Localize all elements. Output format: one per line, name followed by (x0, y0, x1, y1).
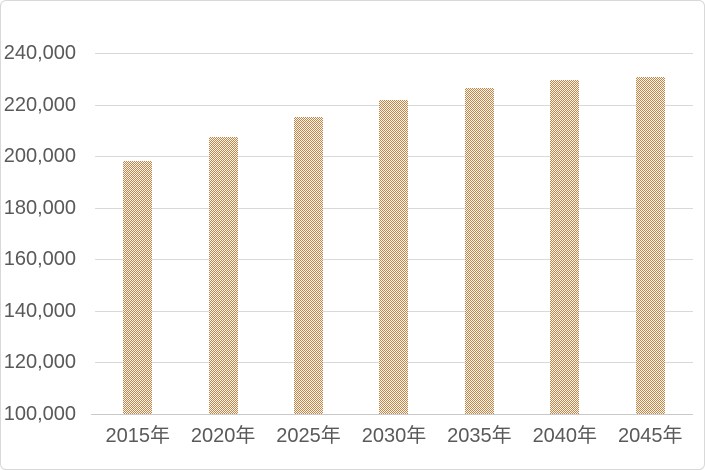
x-axis-line (91, 414, 693, 415)
y-tick-label: 160,000 (3, 248, 76, 270)
y-tick-label: 220,000 (3, 94, 76, 116)
y-tick-label: 100,000 (3, 403, 76, 425)
bar-slot (266, 53, 351, 414)
y-tick-label: 200,000 (3, 145, 76, 167)
y-tick-label: 240,000 (3, 42, 76, 64)
x-axis-labels: 2015年 2020年 2025年 2030年 2035年 2040年 2045年 (95, 421, 693, 451)
y-tick-label: 120,000 (3, 351, 76, 373)
bar-slot (351, 53, 436, 414)
bar (464, 88, 494, 414)
plot-area (91, 53, 693, 415)
x-tick-label: 2015年 (105, 425, 170, 447)
x-tick-label: 2035年 (447, 425, 512, 447)
bar-slot (180, 53, 265, 414)
y-tick-label: 180,000 (3, 197, 76, 219)
bar-slot (522, 53, 607, 414)
y-tick-label: 140,000 (3, 300, 76, 322)
gridline (95, 53, 693, 54)
y-axis-labels: 240,000 220,000 200,000 180,000 160,000 140,0… (1, 1, 76, 469)
bar (635, 76, 665, 414)
bar-slot (437, 53, 522, 414)
x-tick-label: 2020年 (190, 425, 256, 447)
bar (550, 80, 580, 414)
bar-series (95, 53, 693, 414)
bar (123, 161, 153, 414)
bar-slot (95, 53, 180, 414)
bar-slot (608, 53, 693, 414)
x-tick-label: 2030年 (361, 425, 427, 447)
x-tick-label: 2025年 (276, 425, 341, 447)
x-tick-label: 2045年 (617, 425, 683, 447)
bar (379, 100, 409, 414)
x-tick-label: 2040年 (532, 425, 598, 447)
bar (294, 117, 324, 414)
bar (208, 137, 238, 414)
